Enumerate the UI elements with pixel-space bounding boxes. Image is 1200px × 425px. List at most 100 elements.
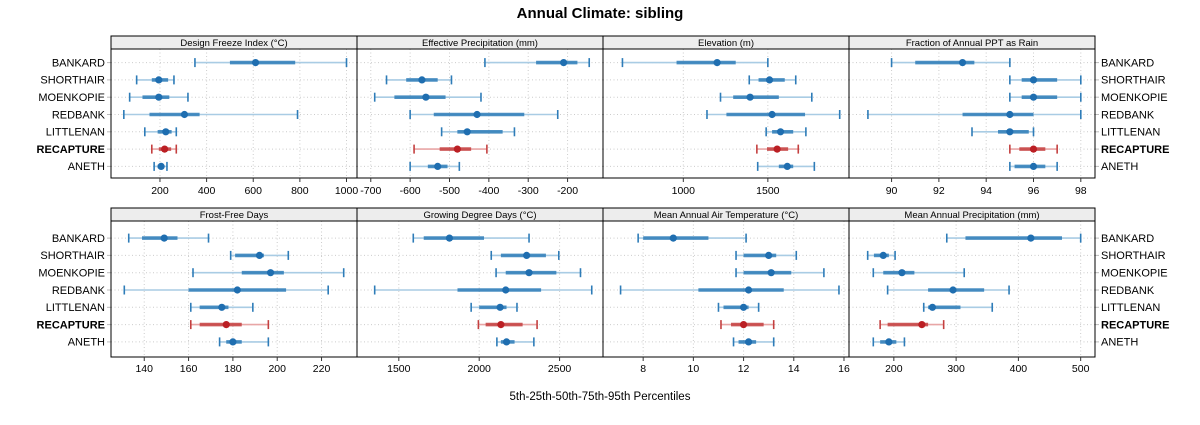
station-label-right-redbank: REDBANK bbox=[1101, 109, 1155, 121]
axis-tick-label: 300 bbox=[947, 363, 965, 375]
percentile-row-aneth bbox=[872, 337, 906, 347]
median-dot bbox=[1029, 162, 1038, 170]
median-dot bbox=[162, 128, 170, 136]
percentile-row-littlenan bbox=[144, 127, 178, 137]
percentile-row-bankard bbox=[890, 58, 1011, 68]
station-label-left-moenkopie: MOENKOPIE bbox=[38, 268, 105, 280]
median-dot bbox=[918, 321, 926, 329]
median-dot bbox=[1006, 128, 1014, 136]
median-dot bbox=[767, 269, 775, 277]
axis-tick-label: 200 bbox=[268, 363, 286, 375]
percentile-row-redbank bbox=[409, 110, 559, 119]
station-label-right-shorthair: SHORTHAIR bbox=[1101, 250, 1166, 262]
percentile-row-moenkopie bbox=[872, 268, 966, 278]
median-dot bbox=[155, 93, 163, 101]
median-dot bbox=[422, 93, 430, 101]
percentile-row-littlenan bbox=[922, 302, 994, 312]
axis-tick-label: 2000 bbox=[468, 363, 492, 375]
percentile-row-moenkopie bbox=[1009, 92, 1082, 102]
station-label-left-shorthair: SHORTHAIR bbox=[40, 250, 105, 262]
station-label-right-shorthair: SHORTHAIR bbox=[1101, 75, 1166, 87]
median-dot bbox=[161, 145, 169, 153]
axis-tick-label: 96 bbox=[1028, 185, 1040, 197]
median-dot bbox=[1029, 76, 1038, 84]
axis-tick-label: 400 bbox=[1010, 363, 1028, 375]
axis-tick-label: 1500 bbox=[387, 363, 411, 375]
median-dot bbox=[713, 59, 721, 67]
median-dot bbox=[898, 269, 906, 277]
percentile-row-aneth bbox=[153, 161, 168, 171]
station-label-left-shorthair: SHORTHAIR bbox=[40, 75, 105, 87]
axis-tick-label: 200 bbox=[151, 185, 169, 197]
median-dot bbox=[1006, 110, 1014, 119]
median-dot bbox=[251, 59, 260, 67]
strip-header-label: Mean Annual Precipitation (mm) bbox=[904, 210, 1039, 221]
percentile-row-recapture bbox=[189, 320, 270, 330]
median-dot bbox=[502, 338, 511, 346]
panel: 1500 2000 2500 Growing Degree Days (°C) bbox=[356, 207, 604, 375]
median-dot bbox=[222, 321, 230, 329]
station-label-left-littlenan: LITTLENAN bbox=[46, 127, 105, 139]
percentile-row-moenkopie bbox=[192, 268, 345, 278]
station-label-right-bankard: BANKARD bbox=[1101, 57, 1154, 69]
median-dot bbox=[744, 338, 753, 346]
axis-tick-label: -500 bbox=[439, 185, 460, 197]
strip-header bbox=[848, 207, 1096, 222]
percentiles-caption: 5th-25th-50th-75th-95th Percentiles bbox=[509, 391, 691, 403]
median-dot bbox=[453, 145, 461, 153]
panel: 140 160 180 200 220 Frost-Free Days bbox=[107, 207, 358, 375]
axis-tick-label: 94 bbox=[980, 185, 992, 197]
axis-tick-label: 400 bbox=[198, 185, 216, 197]
axis-tick-label: -700 bbox=[360, 185, 381, 197]
station-label-right-aneth: ANETH bbox=[1101, 337, 1138, 349]
percentile-row-redbank bbox=[706, 110, 841, 119]
axis-tick-label: 14 bbox=[788, 363, 800, 375]
median-dot bbox=[928, 303, 937, 311]
median-dot bbox=[765, 76, 774, 84]
percentile-row-shorthair bbox=[1009, 75, 1082, 85]
percentile-row-aneth bbox=[732, 337, 775, 347]
percentile-row-bankard bbox=[621, 58, 769, 68]
percentile-row-recapture bbox=[151, 144, 178, 154]
percentile-row-redbank bbox=[886, 285, 1010, 295]
median-dot bbox=[739, 303, 748, 311]
axis-tick-label: -400 bbox=[478, 185, 499, 197]
strip-header-label: Design Freeze Index (°C) bbox=[180, 38, 287, 49]
median-dot bbox=[473, 110, 481, 119]
axis-tick-label: 1000 bbox=[672, 185, 696, 197]
station-label-right-redbank: REDBANK bbox=[1101, 285, 1155, 297]
axis-tick-label: 180 bbox=[224, 363, 242, 375]
station-label-right-recapture: RECAPTURE bbox=[1101, 319, 1169, 331]
station-label-left-moenkopie: MOENKOPIE bbox=[38, 92, 105, 104]
panel: 200 400 600 800 1000 Design Freeze Index (°C) bbox=[107, 35, 359, 197]
axis-tick-label: 98 bbox=[1075, 185, 1087, 197]
percentile-row-bankard bbox=[194, 58, 348, 68]
strip-header-label: Elevation (m) bbox=[698, 38, 754, 49]
percentile-row-aneth bbox=[1009, 161, 1058, 171]
median-dot bbox=[739, 321, 748, 329]
percentile-row-aneth bbox=[496, 337, 535, 347]
median-dot bbox=[669, 234, 677, 242]
median-dot bbox=[523, 251, 531, 259]
percentile-row-bankard bbox=[412, 233, 530, 243]
percentile-row-recapture bbox=[477, 320, 538, 330]
strip-header-label: Growing Degree Days (°C) bbox=[423, 210, 536, 221]
median-dot bbox=[773, 145, 781, 153]
median-dot bbox=[160, 234, 168, 242]
median-dot bbox=[218, 303, 226, 311]
chart-title: Annual Climate: sibling bbox=[516, 5, 684, 22]
station-label-left-aneth: ANETH bbox=[68, 337, 105, 349]
axis-tick-label: 1000 bbox=[335, 185, 359, 197]
median-dot bbox=[1027, 234, 1035, 242]
axis-tick-label: 1500 bbox=[756, 185, 780, 197]
median-dot bbox=[229, 338, 237, 346]
percentile-row-shorthair bbox=[135, 75, 175, 85]
median-dot bbox=[502, 286, 510, 294]
panel: 8 10 12 14 16 Mean Annual Air Temperature (°C… bbox=[602, 207, 850, 375]
percentile-row-littlenan bbox=[765, 127, 807, 137]
median-dot bbox=[958, 59, 967, 67]
strip-header bbox=[848, 35, 1096, 50]
axis-tick-label: -200 bbox=[557, 185, 578, 197]
